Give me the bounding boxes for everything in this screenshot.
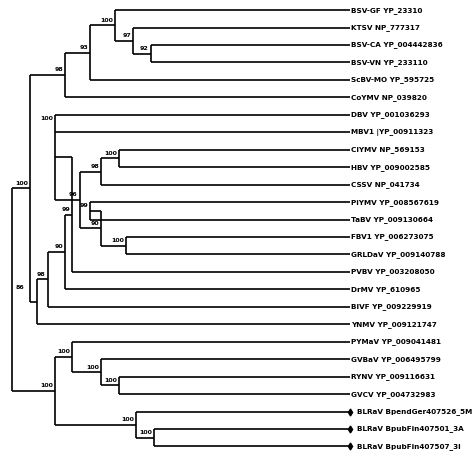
Text: PiYMV YP_008567619: PiYMV YP_008567619 bbox=[351, 199, 439, 206]
Text: 97: 97 bbox=[122, 33, 131, 38]
Text: MBV1 |YP_00911323: MBV1 |YP_00911323 bbox=[351, 129, 434, 136]
Text: BLRaV BpubFin407501_3A: BLRaV BpubFin407501_3A bbox=[357, 426, 464, 432]
Text: 100: 100 bbox=[111, 238, 124, 243]
Text: HBV YP_009002585: HBV YP_009002585 bbox=[351, 164, 430, 171]
Text: 90: 90 bbox=[55, 245, 64, 249]
Text: 100: 100 bbox=[139, 430, 152, 435]
Text: 100: 100 bbox=[104, 151, 117, 156]
Text: CiYMV NP_569153: CiYMV NP_569153 bbox=[351, 146, 425, 153]
Text: TaBV YP_009130664: TaBV YP_009130664 bbox=[351, 216, 433, 223]
Text: GRLDaV YP_009140788: GRLDaV YP_009140788 bbox=[351, 251, 446, 258]
Text: CSSV NP_041734: CSSV NP_041734 bbox=[351, 181, 420, 188]
Text: BLRaV BpubFin407507_3I: BLRaV BpubFin407507_3I bbox=[357, 443, 461, 450]
Text: 99: 99 bbox=[62, 207, 71, 212]
Text: ScBV-MO YP_595725: ScBV-MO YP_595725 bbox=[351, 76, 435, 83]
Text: 100: 100 bbox=[40, 116, 53, 121]
Text: GVCV YP_004732983: GVCV YP_004732983 bbox=[351, 391, 436, 398]
Text: 92: 92 bbox=[140, 46, 149, 51]
Text: 98: 98 bbox=[55, 67, 64, 73]
Text: YNMV YP_009121747: YNMV YP_009121747 bbox=[351, 321, 437, 328]
Text: CoYMV NP_039820: CoYMV NP_039820 bbox=[351, 94, 427, 101]
Text: PYMaV YP_009041481: PYMaV YP_009041481 bbox=[351, 338, 441, 345]
Text: BIVF YP_009229919: BIVF YP_009229919 bbox=[351, 303, 432, 310]
Text: 96: 96 bbox=[69, 192, 78, 197]
Text: 90: 90 bbox=[91, 221, 99, 226]
Text: 98: 98 bbox=[37, 272, 46, 277]
Text: FBV1 YP_006273075: FBV1 YP_006273075 bbox=[351, 234, 434, 240]
Text: DBV YP_001036293: DBV YP_001036293 bbox=[351, 111, 430, 118]
Text: BSV-GF YP_23310: BSV-GF YP_23310 bbox=[351, 7, 423, 14]
Text: RYNV YP_009116631: RYNV YP_009116631 bbox=[351, 373, 435, 380]
Text: BSV-VN YP_233110: BSV-VN YP_233110 bbox=[351, 59, 428, 66]
Text: KTSV NP_777317: KTSV NP_777317 bbox=[351, 24, 420, 31]
Text: 86: 86 bbox=[16, 284, 25, 290]
Text: 100: 100 bbox=[100, 18, 113, 23]
Text: 100: 100 bbox=[104, 378, 117, 383]
Text: 100: 100 bbox=[122, 417, 135, 422]
Text: 98: 98 bbox=[91, 164, 99, 169]
Text: BSV-CA YP_004442836: BSV-CA YP_004442836 bbox=[351, 42, 443, 48]
Text: GVBaV YP_006495799: GVBaV YP_006495799 bbox=[351, 356, 441, 363]
Text: DrMV YP_610965: DrMV YP_610965 bbox=[351, 286, 421, 293]
Text: 100: 100 bbox=[58, 349, 71, 355]
Text: 100: 100 bbox=[40, 383, 53, 388]
Text: 93: 93 bbox=[80, 45, 89, 50]
Text: 100: 100 bbox=[86, 365, 99, 370]
Text: 99: 99 bbox=[80, 203, 89, 208]
Text: PVBV YP_003208050: PVBV YP_003208050 bbox=[351, 268, 435, 275]
Text: 100: 100 bbox=[15, 181, 28, 186]
Text: BLRaV BpendGer407526_5M: BLRaV BpendGer407526_5M bbox=[357, 408, 473, 415]
